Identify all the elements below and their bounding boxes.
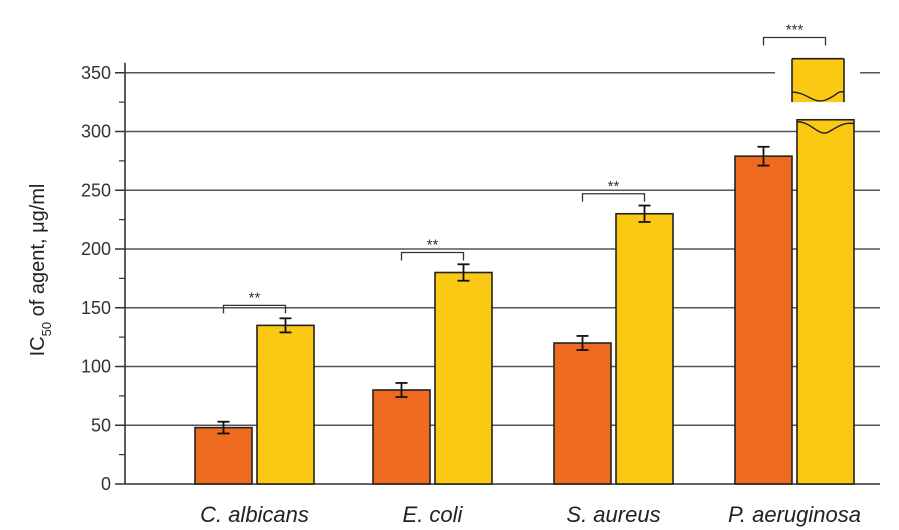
y-tick-label-100: 100: [81, 357, 111, 377]
y-tick-label-300: 300: [81, 122, 111, 142]
y-tick-label-150: 150: [81, 298, 111, 318]
bars: [194, 57, 855, 485]
bar-series2-0: [256, 324, 315, 485]
y-tick-label-350: 350: [81, 63, 111, 83]
bar-break-line-lower: [796, 121, 855, 134]
bar-series2-3-cap: [792, 58, 844, 103]
y-tick-label-200: 200: [81, 239, 111, 259]
y-axis-title-main: IC: [27, 336, 49, 356]
significance-label-0: **: [249, 289, 261, 306]
y-tick-labels: 0 50 100 150 200 250 300 350: [81, 63, 111, 494]
y-axis-title-rest: of agent, μg/ml: [27, 184, 49, 322]
gridlines: [125, 71, 880, 427]
category-label-2: S. aureus: [566, 502, 660, 527]
category-label-3: P. aeruginosa: [728, 502, 861, 527]
bar-series1-3: [734, 155, 793, 485]
significance-bracket-2: [581, 193, 646, 202]
bar-series2-3: [796, 118, 855, 485]
bar-break-line-upper: [791, 91, 845, 102]
category-labels: C. albicans E. coli S. aureus P. aeruginosa: [200, 502, 861, 527]
significance-label-3: ***: [786, 22, 804, 39]
significance-bracket-3: [762, 36, 827, 46]
significance-markers: *********: [222, 22, 827, 314]
y-axis-title-sub: 50: [39, 322, 54, 336]
category-label-0: C. albicans: [200, 502, 309, 527]
y-tick-label-0: 0: [101, 474, 111, 494]
bar-series1-2: [553, 342, 612, 485]
significance-label-2: **: [608, 178, 620, 195]
bar-cap-outline: [791, 57, 845, 103]
bar-series2-1: [434, 271, 493, 485]
significance-bracket-0: [222, 304, 287, 314]
y-tick-label-50: 50: [91, 415, 111, 435]
significance-bracket-1: [400, 251, 465, 261]
bar-series1-0: [194, 426, 253, 485]
y-tick-label-250: 250: [81, 180, 111, 200]
y-axis-title: IC50 of agent, μg/ml: [27, 184, 54, 357]
bar-series1-1: [372, 389, 431, 485]
category-label-1: E. coli: [403, 502, 464, 527]
bar-series2-2: [615, 212, 674, 485]
significance-label-1: **: [427, 237, 439, 254]
